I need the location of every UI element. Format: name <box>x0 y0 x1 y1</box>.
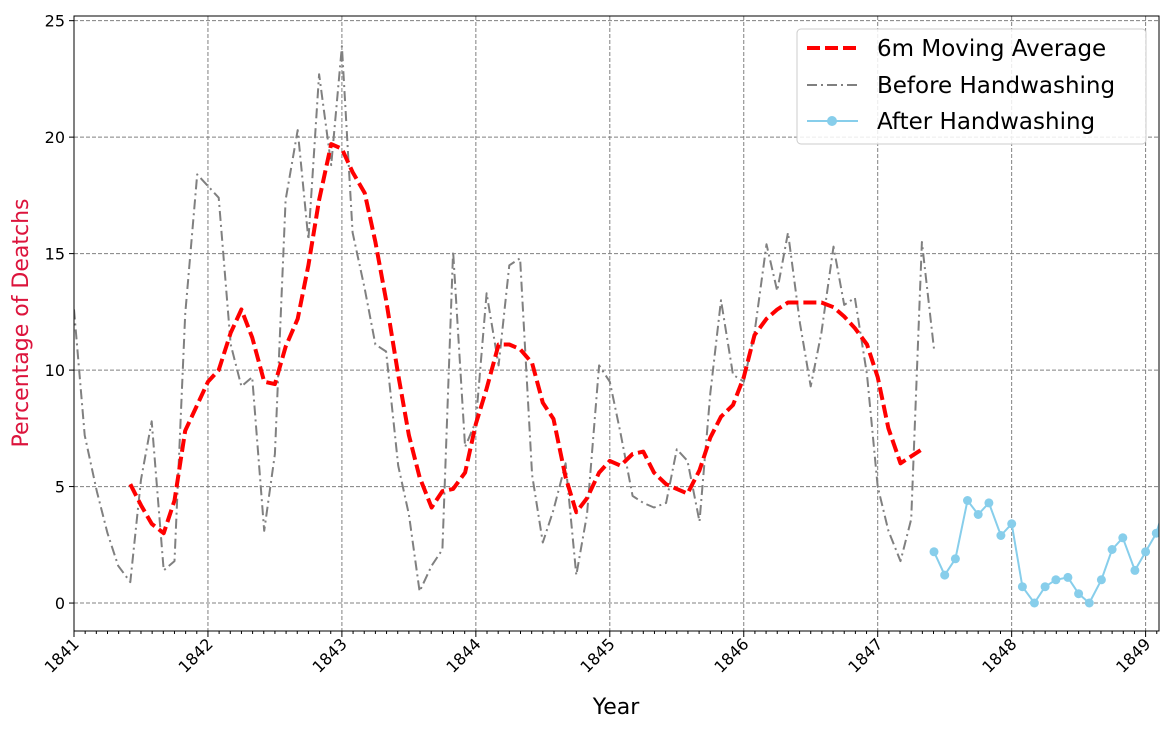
legend-label-before-handwashing: Before Handwashing <box>877 73 1115 99</box>
data-point <box>929 547 939 557</box>
data-point <box>1051 575 1061 585</box>
y-tick-label: 5 <box>55 478 65 497</box>
x-tick-label: 1842 <box>175 634 217 676</box>
data-point <box>984 498 994 508</box>
data-point <box>950 554 960 564</box>
legend-box <box>796 28 1147 145</box>
data-point <box>1096 575 1106 585</box>
y-axis-title: Percentage of Deatchs <box>9 198 34 447</box>
legend-label-moving-average: 6m Moving Average <box>877 36 1106 62</box>
y-tick-label: 20 <box>45 128 65 147</box>
data-point <box>940 570 950 580</box>
x-tick-label: 1845 <box>576 634 618 676</box>
y-axis: 0 5 10 15 20 25 <box>45 12 74 613</box>
data-point <box>963 496 972 505</box>
data-point <box>1017 582 1027 592</box>
x-tick-label: 1846 <box>710 634 752 676</box>
x-tick-label: 1849 <box>1112 634 1154 676</box>
data-point <box>1063 572 1073 582</box>
data-point <box>996 531 1006 540</box>
x-tick-label: 1843 <box>309 634 351 676</box>
x-axis-title: Year <box>592 695 641 720</box>
data-point <box>1107 545 1117 554</box>
data-point <box>1074 589 1084 599</box>
data-point <box>1040 582 1050 592</box>
y-tick-label: 10 <box>45 361 65 380</box>
x-tick-label: 1841 <box>41 634 83 676</box>
x-axis: 1841 1842 1843 1844 1845 1846 1847 1848 1849 <box>41 631 1158 677</box>
x-tick-label: 1844 <box>442 634 484 676</box>
series-line-after-handwashing <box>933 499 1159 604</box>
series-before-handwashing <box>74 45 935 593</box>
data-point <box>1118 533 1128 543</box>
data-point <box>1130 565 1140 575</box>
series-layer <box>74 45 1171 608</box>
series-after-handwashing <box>929 489 1171 608</box>
x-tick-label: 1848 <box>978 634 1020 676</box>
y-tick-label: 25 <box>45 12 65 31</box>
data-point <box>973 510 983 519</box>
series-6m-moving-average <box>128 142 923 536</box>
series-line-before-handwashing <box>74 45 935 593</box>
data-point <box>1151 528 1159 538</box>
data-point <box>1164 489 1171 498</box>
y-tick-label: 15 <box>45 245 65 264</box>
data-point <box>1007 519 1017 529</box>
plot-frame <box>73 15 1160 632</box>
legend-label-after-handwashing: After Handwashing <box>877 109 1095 135</box>
x-tick-label: 1847 <box>844 634 886 676</box>
data-point <box>1029 598 1039 608</box>
data-point <box>1084 598 1094 608</box>
y-tick-label: 0 <box>55 594 65 613</box>
data-point <box>1141 547 1151 557</box>
legend: 6m Moving Average Before Handwashing Aft… <box>796 28 1147 145</box>
legend-marker-after-handwashing <box>827 116 837 126</box>
series-line-6m-moving-average <box>128 142 923 536</box>
